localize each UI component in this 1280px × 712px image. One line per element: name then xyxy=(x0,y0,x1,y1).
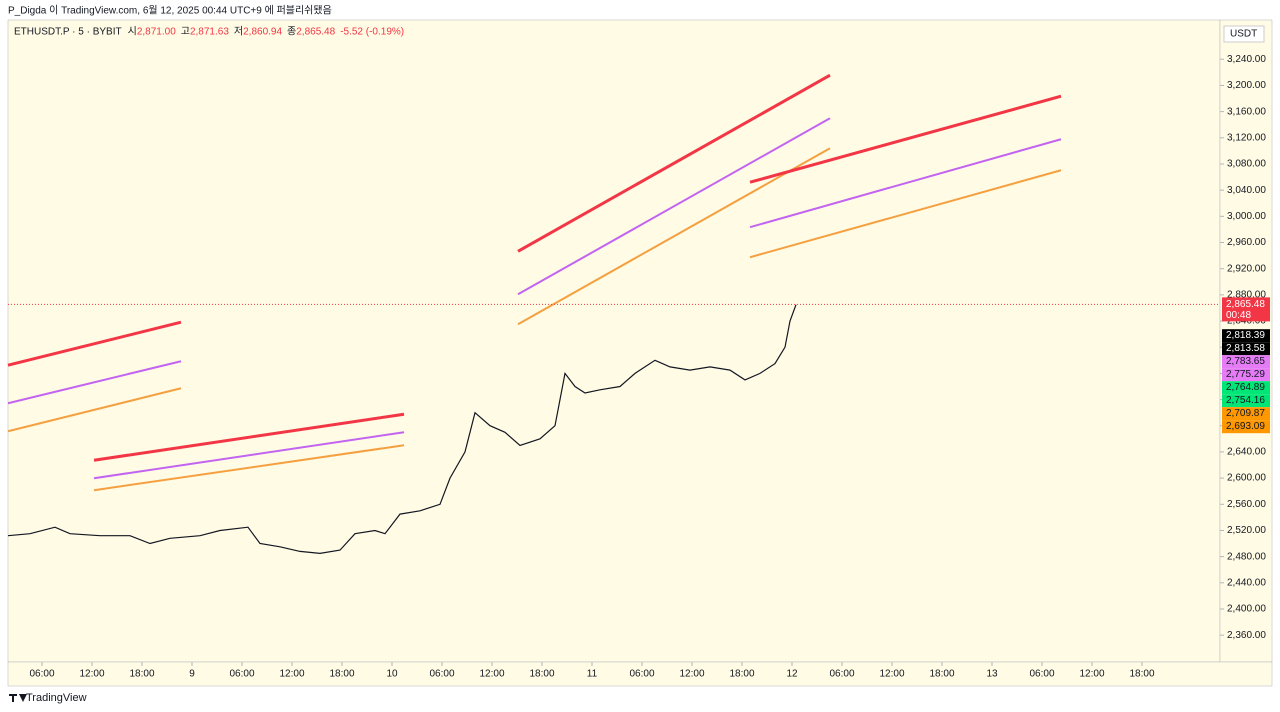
trend-line xyxy=(749,138,1062,229)
price-label: 2,783.65 xyxy=(1226,356,1265,367)
trend-line xyxy=(749,169,1062,259)
legend-symbol: ETHUSDT.P · 5 · BYBIT xyxy=(14,27,122,38)
price-label-box xyxy=(1222,394,1270,408)
price-label-box xyxy=(1222,368,1270,382)
price-label: 2,775.29 xyxy=(1226,369,1265,380)
price-label-box xyxy=(1222,342,1270,356)
x-tick-label: 12:00 xyxy=(679,669,704,680)
legend-low: 2,860.94 xyxy=(243,27,282,38)
countdown: 00:48 xyxy=(1226,310,1251,321)
y-tick-label: 2,440.00 xyxy=(1227,577,1266,588)
trend-line xyxy=(517,147,831,326)
y-tick-label: 2,640.00 xyxy=(1227,447,1266,458)
x-tick-label: 18:00 xyxy=(329,669,354,680)
y-tick-label: 3,120.00 xyxy=(1227,132,1266,143)
legend-high: 2,871.63 xyxy=(190,27,229,38)
x-tick-label: 11 xyxy=(587,669,598,680)
y-tick-label: 3,040.00 xyxy=(1227,185,1266,196)
price-label: 2,764.89 xyxy=(1226,382,1265,393)
price-label-box xyxy=(1222,329,1270,343)
trend-line xyxy=(93,444,405,492)
legend-change: -5.52 (-0.19%) xyxy=(340,27,404,38)
x-tick-label: 06:00 xyxy=(629,669,654,680)
trend-line xyxy=(517,73,831,253)
price-line xyxy=(7,304,797,555)
x-tick-label: 12:00 xyxy=(79,669,104,680)
x-tick-label: 06:00 xyxy=(429,669,454,680)
currency: USDT xyxy=(1230,29,1257,40)
price-label-box xyxy=(1222,420,1270,434)
price-label: 2,818.39 xyxy=(1226,330,1265,341)
trend-line xyxy=(93,431,405,480)
x-tick-label: 13 xyxy=(986,669,998,680)
x-tick-label: 12:00 xyxy=(479,669,504,680)
legend: ETHUSDT.P · 5 · BYBIT 시 2,871.00 고 2,871.63 저… xyxy=(14,26,404,38)
x-tick-label: 10 xyxy=(386,669,398,680)
price-label: 2,693.09 xyxy=(1226,421,1265,432)
trend-line xyxy=(7,320,182,367)
y-tick-label: 2,400.00 xyxy=(1227,604,1266,615)
y-tick-label: 2,880.00 xyxy=(1227,290,1266,301)
trend-line xyxy=(7,360,182,405)
y-tick-label: 2,560.00 xyxy=(1227,499,1266,510)
y-tick-label: 2,520.00 xyxy=(1227,525,1266,536)
trend-line xyxy=(517,117,831,296)
logo xyxy=(9,694,27,702)
currency-box xyxy=(1223,25,1265,43)
price-label-box xyxy=(1222,381,1270,395)
price-label-box xyxy=(1222,355,1270,369)
x-tick-label: 06:00 xyxy=(1029,669,1054,680)
publish-note: P_Digda 이 TradingView.com, 6월 12, 2025 0… xyxy=(8,5,332,17)
x-tick-label: 18:00 xyxy=(529,669,554,680)
last-price-label: 2,865.48 xyxy=(1226,299,1265,310)
brand: TradingView xyxy=(26,692,87,704)
x-tick-label: 12:00 xyxy=(879,669,904,680)
y-tick-label: 2,920.00 xyxy=(1227,263,1266,274)
y-tick-label: 3,160.00 xyxy=(1227,106,1266,117)
y-tick-label: 3,080.00 xyxy=(1227,159,1266,170)
y-tick-label: 3,000.00 xyxy=(1227,211,1266,222)
y-tick-label: 2,480.00 xyxy=(1227,551,1266,562)
x-tick-label: 18:00 xyxy=(129,669,154,680)
trend-line xyxy=(749,94,1062,184)
plot-area xyxy=(7,19,1221,663)
x-tick-label: 06:00 xyxy=(29,669,54,680)
trend-line xyxy=(7,387,182,433)
y-tick-label: 2,360.00 xyxy=(1227,630,1266,641)
price-label: 2,754.16 xyxy=(1226,395,1265,406)
x-tick-label: 18:00 xyxy=(1129,669,1154,680)
price-label: 2,709.87 xyxy=(1226,408,1265,419)
legend-open-label: 시 xyxy=(128,26,137,38)
x-tick-label: 9 xyxy=(189,669,195,680)
y-tick-label: 2,600.00 xyxy=(1227,473,1266,484)
x-tick-label: 18:00 xyxy=(729,669,754,680)
legend-close-label: 종 xyxy=(287,26,296,38)
legend-open: 2,871.00 xyxy=(137,27,176,38)
legend-close: 2,865.48 xyxy=(296,27,335,38)
time-axis xyxy=(7,661,1273,687)
x-tick-label: 12 xyxy=(786,669,798,680)
x-tick-label: 12:00 xyxy=(1079,669,1104,680)
y-tick-label: 3,240.00 xyxy=(1227,54,1266,65)
x-tick-label: 06:00 xyxy=(829,669,854,680)
price-label: 2,813.58 xyxy=(1226,343,1265,354)
y-tick-label: 2,960.00 xyxy=(1227,237,1266,248)
x-tick-label: 06:00 xyxy=(229,669,254,680)
legend-high-label: 고 xyxy=(181,27,190,38)
price-label-box xyxy=(1222,407,1270,421)
trend-line xyxy=(93,412,405,462)
y-tick-label: 3,200.00 xyxy=(1227,80,1266,91)
x-tick-label: 18:00 xyxy=(929,669,954,680)
legend-low-label: 저 xyxy=(234,26,243,38)
last-price-box xyxy=(1222,297,1270,322)
x-tick-label: 12:00 xyxy=(279,669,304,680)
